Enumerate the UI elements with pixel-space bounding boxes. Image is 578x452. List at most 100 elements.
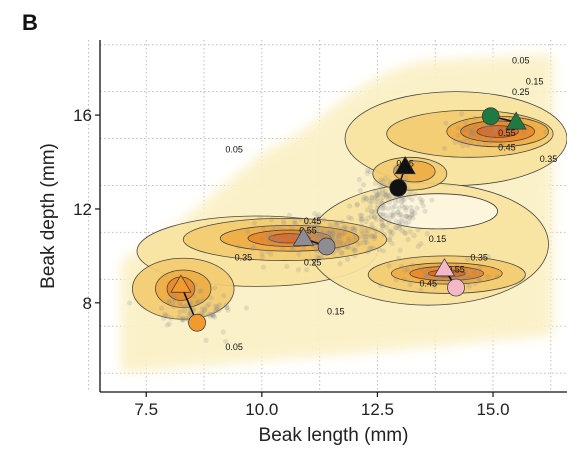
data-point xyxy=(286,235,292,241)
data-point xyxy=(478,136,484,142)
data-point xyxy=(319,230,325,236)
data-point xyxy=(362,240,368,246)
data-point xyxy=(210,313,216,319)
data-point xyxy=(171,293,177,299)
data-point xyxy=(367,169,373,175)
data-point xyxy=(386,178,392,184)
data-point xyxy=(398,218,405,225)
data-point xyxy=(403,204,410,210)
data-point xyxy=(202,307,208,313)
density-low-region xyxy=(377,193,499,230)
data-point xyxy=(378,198,384,204)
data-point xyxy=(442,276,448,282)
data-point xyxy=(178,316,185,323)
data-point xyxy=(410,215,416,221)
y-tick-label: 8 xyxy=(83,294,92,313)
panel-letter: B xyxy=(22,10,38,35)
data-point xyxy=(498,142,504,149)
data-point xyxy=(181,304,188,310)
data-point xyxy=(183,303,189,309)
data-point xyxy=(386,219,392,226)
data-point xyxy=(297,216,304,222)
density-contours xyxy=(120,54,567,374)
data-point xyxy=(395,197,401,203)
data-point xyxy=(379,212,385,218)
contour-label: 0.45 xyxy=(304,216,322,226)
data-point xyxy=(372,233,378,240)
data-point xyxy=(466,275,472,281)
data-point xyxy=(279,236,285,243)
data-point xyxy=(382,192,388,198)
data-point xyxy=(361,194,367,201)
contour-label: 0.15 xyxy=(327,307,345,317)
data-point xyxy=(329,225,335,231)
x-tick-label: 7.5 xyxy=(134,400,158,419)
data-point xyxy=(180,317,186,323)
data-point xyxy=(289,242,295,248)
data-point xyxy=(314,221,321,227)
group-0-triangle xyxy=(170,274,192,293)
group-1-circle xyxy=(317,237,336,256)
data-point xyxy=(217,302,223,308)
data-point xyxy=(467,126,473,133)
data-point xyxy=(260,264,267,270)
group-3-triangle xyxy=(433,258,456,277)
data-point xyxy=(284,263,290,270)
data-point xyxy=(360,231,366,237)
data-point xyxy=(357,187,363,194)
data-point xyxy=(404,267,411,273)
data-point xyxy=(372,194,378,200)
data-point xyxy=(316,255,322,261)
data-point xyxy=(414,205,420,211)
data-point xyxy=(383,192,389,198)
data-point xyxy=(374,196,380,202)
data-point xyxy=(457,139,463,146)
data-point xyxy=(476,265,482,271)
data-point xyxy=(210,312,216,318)
data-point xyxy=(488,135,494,141)
data-point xyxy=(406,219,412,225)
data-point xyxy=(374,206,380,212)
data-point xyxy=(352,226,358,232)
data-point xyxy=(386,199,392,206)
data-point xyxy=(389,240,395,247)
data-point xyxy=(126,300,133,306)
data-point xyxy=(379,205,386,211)
data-point xyxy=(395,209,401,216)
data-point xyxy=(289,244,295,251)
data-point xyxy=(493,126,499,132)
data-point xyxy=(470,130,477,136)
data-point xyxy=(180,315,186,321)
data-point xyxy=(402,230,409,237)
data-point xyxy=(357,240,363,246)
axes xyxy=(95,40,567,397)
data-point xyxy=(423,273,429,279)
data-point xyxy=(266,237,273,243)
data-point xyxy=(369,195,375,201)
data-point xyxy=(338,239,344,245)
data-point xyxy=(352,231,359,237)
data-point xyxy=(310,228,316,235)
data-point xyxy=(368,233,375,239)
data-point xyxy=(196,298,202,304)
data-point xyxy=(308,225,314,231)
data-point xyxy=(273,224,280,230)
data-point xyxy=(388,215,394,221)
data-point xyxy=(302,220,308,226)
data-point xyxy=(402,268,408,274)
data-point xyxy=(411,233,417,239)
data-point xyxy=(281,221,287,227)
data-point xyxy=(372,233,378,239)
x-axis-title: Beak length (mm) xyxy=(259,425,409,446)
data-point xyxy=(293,233,299,240)
data-point xyxy=(543,129,549,135)
data-point xyxy=(494,274,500,280)
data-point xyxy=(482,128,489,134)
data-point xyxy=(403,221,409,227)
data-point xyxy=(208,311,214,318)
data-point xyxy=(334,222,340,228)
data-point xyxy=(164,313,171,319)
data-point xyxy=(384,192,390,198)
data-point xyxy=(410,208,416,214)
